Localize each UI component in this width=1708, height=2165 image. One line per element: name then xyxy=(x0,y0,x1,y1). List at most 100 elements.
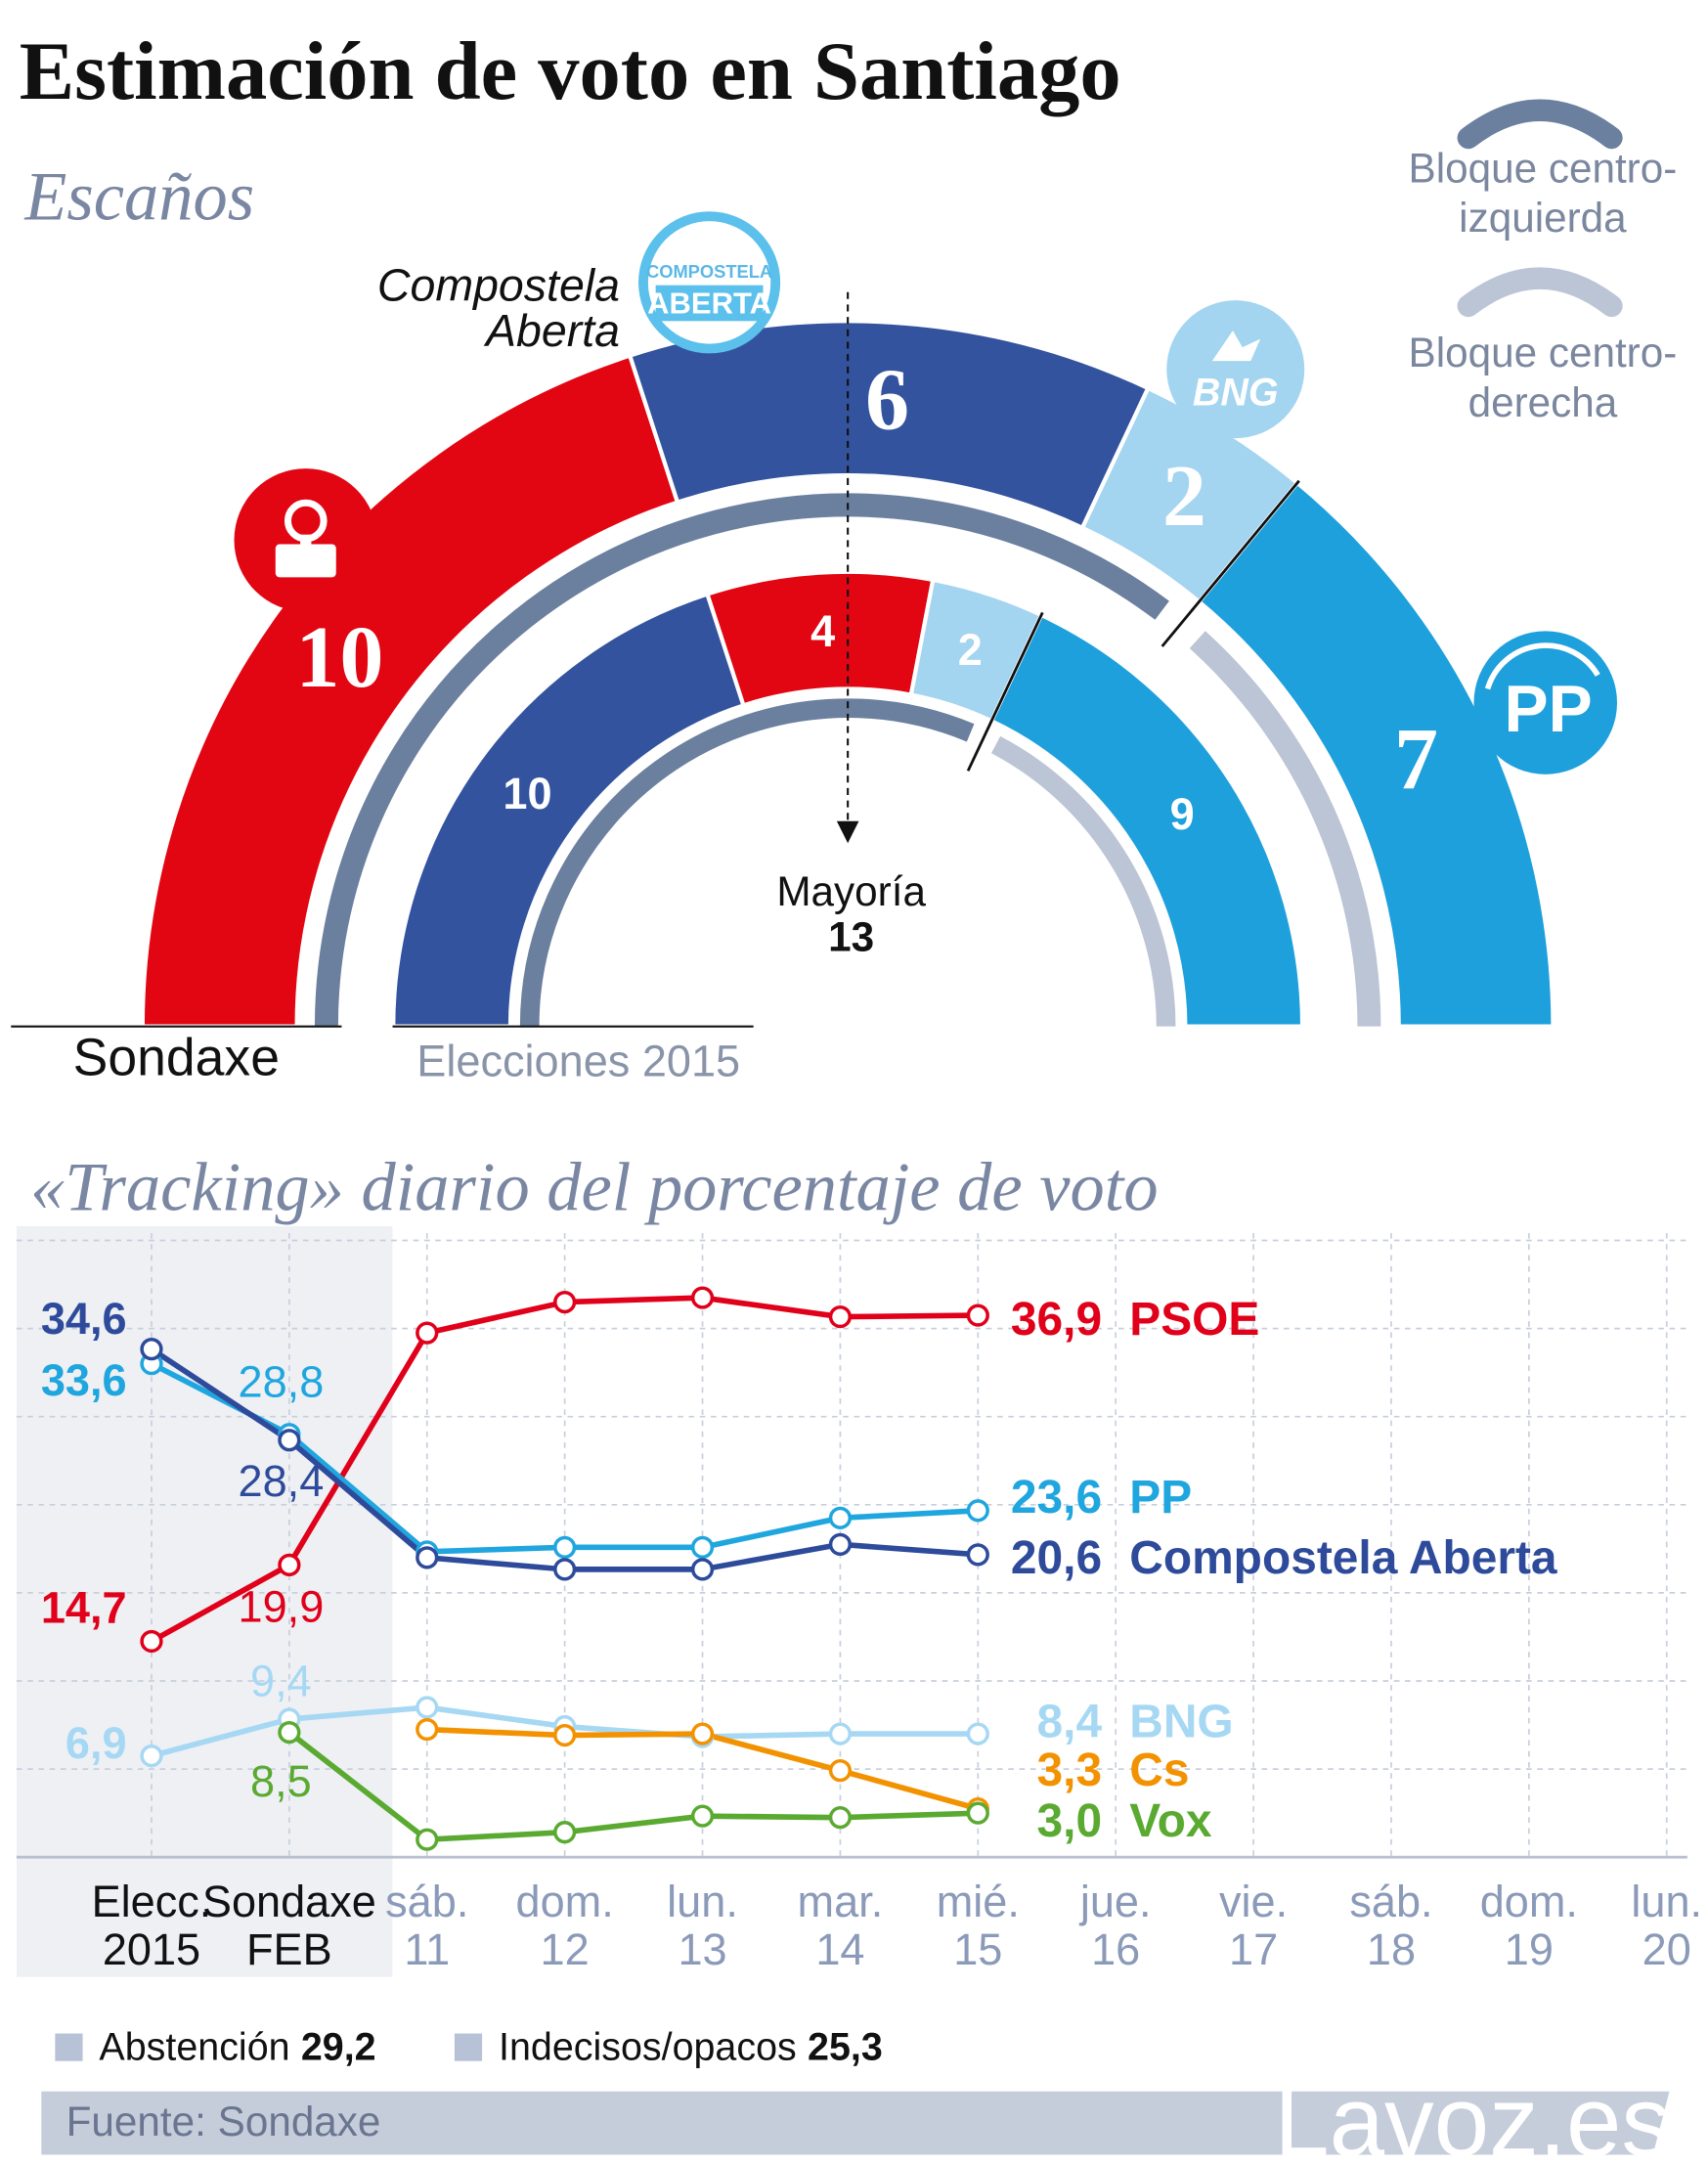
series-name: PP xyxy=(1129,1472,1192,1524)
x-tick-label: lun. xyxy=(667,1877,738,1926)
data-point xyxy=(828,1532,853,1556)
data-point xyxy=(553,1558,577,1581)
x-tick-label: 12 xyxy=(541,1924,590,1974)
seat-label: 4 xyxy=(810,606,835,656)
x-tick-label: sáb. xyxy=(385,1877,468,1926)
value-label: 9,4 xyxy=(250,1656,312,1705)
value-label: 3,0 xyxy=(1037,1795,1103,1847)
seat-label: 2 xyxy=(1162,447,1206,545)
ca-logo: COMPOSTELA ABERTA xyxy=(638,211,781,354)
x-tick-label: 18 xyxy=(1367,1924,1416,1974)
data-point xyxy=(140,1629,163,1654)
x-tick-label: vie. xyxy=(1219,1877,1288,1926)
data-point xyxy=(690,1286,715,1309)
x-tick-label: mié. xyxy=(937,1877,1020,1926)
logo-shape xyxy=(300,534,312,554)
data-point xyxy=(828,1758,853,1783)
legend-arc xyxy=(1457,267,1623,318)
logo-text: BNG xyxy=(1193,372,1279,415)
data-point xyxy=(416,1321,439,1345)
data-point xyxy=(553,1821,577,1844)
seat-label: 9 xyxy=(1170,789,1195,839)
seat-label: 10 xyxy=(295,608,383,706)
legend-label: Bloque centro- xyxy=(1409,330,1678,376)
x-tick-label: 14 xyxy=(815,1924,864,1974)
x-tick-label: dom. xyxy=(1480,1877,1578,1926)
data-point xyxy=(828,1304,853,1329)
logo-shape xyxy=(1211,331,1261,362)
x-tick-label: 13 xyxy=(678,1924,726,1974)
data-point xyxy=(966,1303,989,1327)
data-point xyxy=(690,1804,715,1828)
value-label: 28,4 xyxy=(239,1456,325,1506)
data-point xyxy=(828,1506,853,1529)
x-tick-label: Elecc. xyxy=(92,1877,212,1926)
x-tick-label: mar. xyxy=(798,1877,884,1926)
x-tick-label: 11 xyxy=(404,1924,450,1974)
x-tick-label: 19 xyxy=(1505,1924,1554,1974)
seat-segment xyxy=(1196,479,1555,1029)
data-point xyxy=(690,1535,715,1559)
x-tick-label: FEB xyxy=(246,1924,332,1974)
legend-label: derecha xyxy=(1468,379,1618,425)
logo-text: ABERTA xyxy=(647,287,771,321)
footer: Fuente: Sondaxe Lavoz.es xyxy=(41,2066,1671,2165)
bloc-arc xyxy=(519,698,975,1027)
bloc-arc xyxy=(1189,631,1381,1027)
note-value: 25,3 xyxy=(808,2026,883,2069)
data-point xyxy=(966,1722,989,1745)
logo-shape xyxy=(275,544,336,578)
data-point xyxy=(140,1744,163,1768)
x-tick-label: 20 xyxy=(1642,1924,1691,1974)
source: Fuente: Sondaxe xyxy=(66,2099,381,2144)
seat-label: 6 xyxy=(865,350,909,448)
legend-label: izquierda xyxy=(1459,195,1627,241)
data-point xyxy=(278,1720,301,1745)
logo-shape xyxy=(655,285,764,322)
data-point xyxy=(553,1290,577,1314)
note-swatch xyxy=(454,2033,483,2061)
x-tick-label: lun. xyxy=(1631,1877,1702,1926)
majority-arrow xyxy=(836,820,859,844)
party-label: Aberta xyxy=(483,305,620,356)
value-label: 23,6 xyxy=(1011,1472,1102,1524)
note-swatch xyxy=(55,2033,83,2061)
x-tick-label: sáb. xyxy=(1349,1877,1432,1926)
main-title: Estimación de voto en Santiago xyxy=(20,26,1121,117)
note-label: Abstención xyxy=(99,2026,289,2069)
value-label: 8,5 xyxy=(250,1756,312,1806)
legend-label: Bloque centro- xyxy=(1409,145,1678,191)
bloc-arc xyxy=(990,735,1176,1027)
value-label: 6,9 xyxy=(66,1718,127,1768)
logo-shape xyxy=(1484,642,1600,690)
watermark: Lavoz.es xyxy=(1274,2066,1671,2165)
seat-label: 2 xyxy=(958,625,983,675)
data-point xyxy=(416,1696,439,1719)
seat-segment xyxy=(988,612,1305,1029)
value-label: 20,6 xyxy=(1011,1532,1102,1584)
data-point xyxy=(278,1429,301,1452)
seat-label: 10 xyxy=(503,769,551,818)
series-name: Cs xyxy=(1129,1745,1189,1796)
logo-text: PP xyxy=(1504,673,1592,746)
series-name: Compostela Aberta xyxy=(1129,1532,1557,1584)
legend-arc xyxy=(1457,99,1623,150)
note-label: Indecisos/opacos xyxy=(499,2026,797,2069)
data-point xyxy=(553,1723,577,1747)
x-tick-label: 16 xyxy=(1091,1924,1140,1974)
data-point xyxy=(416,1717,439,1742)
value-label: 8,4 xyxy=(1037,1697,1103,1748)
series-name: Vox xyxy=(1129,1795,1212,1847)
x-tick-label: Sondaxe xyxy=(202,1877,376,1926)
logo-circle xyxy=(638,211,781,354)
seat-label: 7 xyxy=(1394,710,1438,808)
bloc-divider xyxy=(1161,479,1300,647)
data-point xyxy=(828,1722,853,1745)
value-label: 14,7 xyxy=(41,1583,127,1633)
data-point xyxy=(690,1722,715,1745)
data-point xyxy=(690,1558,715,1581)
majority-label: Mayoría xyxy=(776,868,926,914)
x-tick-label: jue. xyxy=(1078,1877,1152,1926)
x-tick-label: 17 xyxy=(1229,1924,1278,1974)
